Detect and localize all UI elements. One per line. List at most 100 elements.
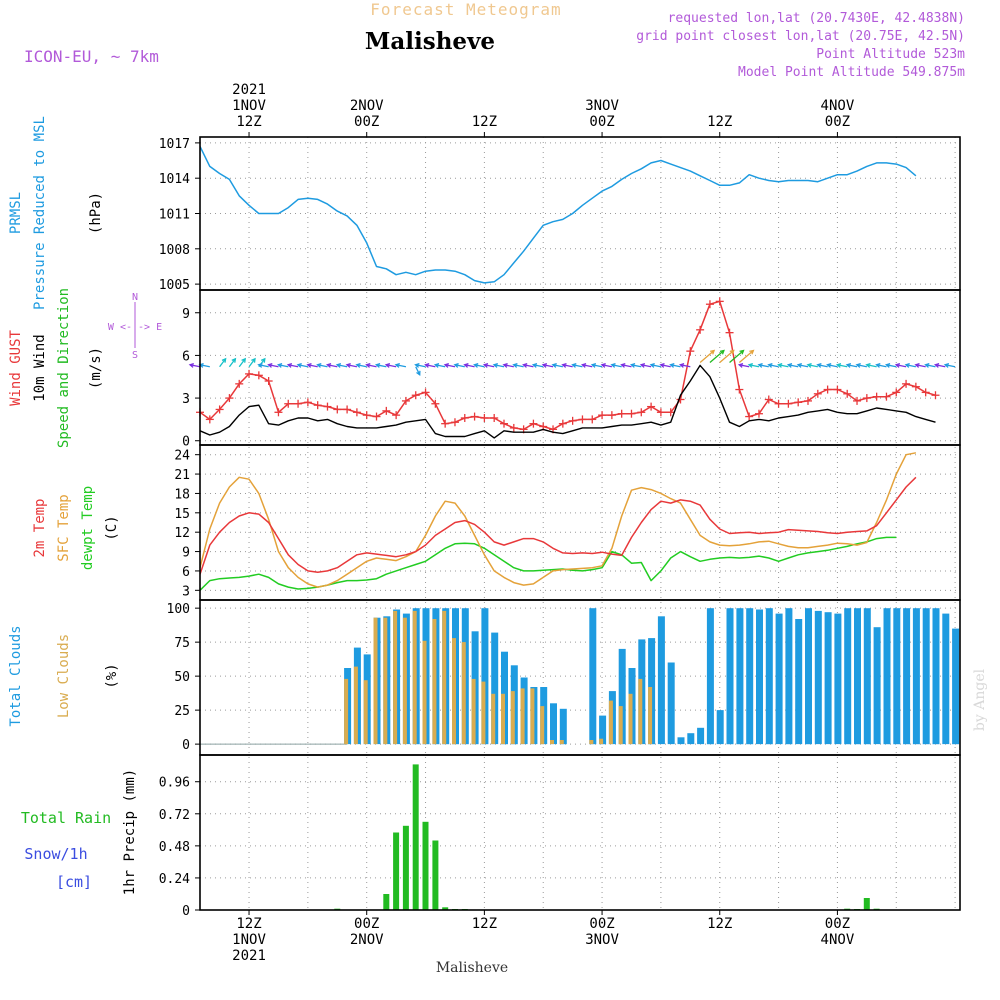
wind-direction-arrow <box>384 362 397 368</box>
wind-direction-arrow <box>933 362 946 368</box>
low-clouds-bar <box>589 740 594 745</box>
wind-direction-arrow <box>620 362 632 368</box>
y-tick-label: 6 <box>182 565 190 580</box>
gust-marker <box>215 405 224 414</box>
gust-marker <box>352 408 361 417</box>
panel-frames <box>195 132 961 915</box>
time-label-bottom: 12Z <box>236 916 261 932</box>
total-clouds-bar <box>599 715 607 745</box>
wind-direction-arrow <box>678 362 691 368</box>
low-clouds-bar <box>550 740 554 745</box>
low-clouds-bar <box>638 678 643 745</box>
gust-label: Wind GUST <box>8 330 24 406</box>
rain-bar <box>393 832 400 910</box>
gust-marker <box>421 388 430 397</box>
gust-marker <box>607 411 616 420</box>
total-clouds-bar <box>863 608 871 745</box>
y-tick-label: 0.72 <box>159 808 190 823</box>
low-clouds-bar <box>422 640 427 745</box>
total-clouds-bar <box>814 610 822 745</box>
low-clouds-bar <box>520 688 525 745</box>
wind-direction-arrow <box>649 362 662 368</box>
low-clouds-bar <box>559 740 564 745</box>
gust-marker <box>470 412 479 421</box>
wind-direction-arrow <box>325 362 338 368</box>
gust-marker <box>725 328 734 337</box>
wind-direction-arrow <box>276 362 289 368</box>
gust-marker <box>284 399 293 408</box>
wind-direction-arrow <box>433 362 446 368</box>
wind-direction-arrow <box>228 357 237 368</box>
y-tick-label: 9 <box>182 307 190 322</box>
wind-direction-arrow <box>463 362 475 368</box>
wind-direction-arrow <box>531 362 544 368</box>
wind-direction-arrow <box>826 362 838 368</box>
wind-direction-arrow <box>729 349 745 364</box>
y-tick-label: 15 <box>174 507 190 522</box>
gust-marker <box>853 396 862 405</box>
total-clouds-bar <box>785 608 793 745</box>
rain-bar <box>412 764 419 910</box>
time-label-bottom: 00Z <box>825 916 850 932</box>
y-tick-label: 100 <box>167 602 190 617</box>
wind-direction-arrow <box>806 362 818 368</box>
y-tick-label: 75 <box>174 636 190 651</box>
wind-direction-arrow <box>561 362 573 368</box>
y-tick-label: 9 <box>182 546 190 561</box>
gust-marker <box>490 413 499 422</box>
wind-direction-arrow <box>267 362 279 368</box>
y-tick-label: 3 <box>182 584 190 599</box>
y-tick-label: 1008 <box>159 243 190 258</box>
gust-marker <box>362 411 371 420</box>
rain-bar <box>402 825 409 910</box>
rain-bar <box>432 840 439 910</box>
y-tick-label: 0.48 <box>159 840 190 855</box>
wind-direction-arrow <box>786 362 799 368</box>
time-label-bottom: 1NOV <box>232 932 266 948</box>
wind-direction-arrow <box>551 362 563 368</box>
low-clouds-bar <box>461 642 466 745</box>
total-clouds-bar <box>716 710 724 745</box>
total-clouds-bar <box>893 608 901 745</box>
total-clouds-bar <box>726 608 734 745</box>
low-clouds-bar <box>648 687 653 745</box>
y-tick-label: 0.96 <box>159 776 190 791</box>
compass-n: N <box>132 292 138 303</box>
low-clouds-bar <box>481 681 486 745</box>
total-clouds-bar <box>746 608 754 745</box>
total-clouds-bar <box>922 608 930 745</box>
wind-direction-arrow <box>424 362 436 368</box>
wind-direction-arrow <box>415 366 421 377</box>
total-clouds-bar <box>824 612 832 745</box>
time-label-top: 2NOV <box>350 98 384 114</box>
low-clouds-bar <box>608 700 613 745</box>
gust-marker <box>656 408 665 417</box>
gust-marker <box>588 415 597 424</box>
wind-direction-arrow <box>482 362 495 368</box>
pressure-label-prmsl: PRMSL <box>8 192 24 234</box>
wind-direction-arrow <box>316 362 328 368</box>
time-label-top: 4NOV <box>821 98 855 114</box>
gust-marker <box>794 398 803 407</box>
wind-direction-arrow <box>924 362 936 368</box>
low-clouds-bar <box>432 619 437 745</box>
time-label-top: 12Z <box>472 114 497 130</box>
gust-marker <box>931 391 940 400</box>
gust-marker <box>401 396 410 405</box>
wind-direction-arrow <box>835 362 848 368</box>
low-clouds-bar <box>628 693 633 745</box>
low-clouds-bar <box>363 680 368 745</box>
low-clouds-bar <box>471 678 476 745</box>
wind-direction-arrow <box>453 362 465 368</box>
wind-direction-arrow <box>629 362 642 368</box>
gust-marker <box>294 399 303 408</box>
gust-marker <box>333 405 342 414</box>
total-clouds-bar <box>883 608 891 745</box>
watermark: by Angel <box>972 668 988 731</box>
low-clouds-bar <box>442 610 447 745</box>
total-clouds-bar <box>687 733 695 745</box>
total-clouds-bar <box>491 632 499 745</box>
wind-direction-arrow <box>286 362 299 368</box>
time-label-bottom: 12Z <box>707 916 732 932</box>
